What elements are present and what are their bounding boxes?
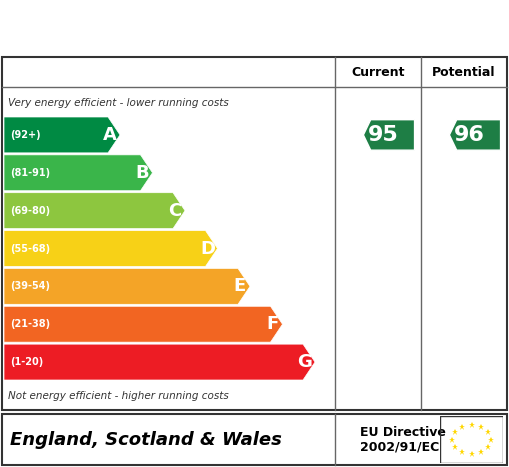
Polygon shape — [4, 344, 315, 380]
Text: A: A — [103, 126, 117, 144]
Text: (21-38): (21-38) — [10, 319, 50, 329]
Text: England, Scotland & Wales: England, Scotland & Wales — [10, 431, 282, 449]
Text: C: C — [168, 202, 182, 219]
Polygon shape — [4, 155, 153, 191]
Polygon shape — [363, 120, 414, 150]
Text: (1-20): (1-20) — [10, 357, 43, 367]
Text: (81-91): (81-91) — [10, 168, 50, 178]
Text: Not energy efficient - higher running costs: Not energy efficient - higher running co… — [8, 391, 229, 401]
Text: 2002/91/EC: 2002/91/EC — [360, 440, 439, 453]
Polygon shape — [4, 306, 282, 342]
Polygon shape — [4, 193, 185, 228]
Text: Potential: Potential — [432, 65, 496, 78]
Text: G: G — [298, 353, 313, 371]
Text: F: F — [266, 315, 278, 333]
Text: Energy Efficiency Rating: Energy Efficiency Rating — [10, 15, 356, 40]
Polygon shape — [4, 231, 217, 267]
Text: Very energy efficient - lower running costs: Very energy efficient - lower running co… — [8, 98, 229, 108]
Text: (92+): (92+) — [10, 130, 41, 140]
Text: EU Directive: EU Directive — [360, 425, 446, 439]
Text: 95: 95 — [368, 125, 399, 145]
Text: (39-54): (39-54) — [10, 281, 50, 291]
Polygon shape — [449, 120, 500, 150]
Text: E: E — [234, 277, 246, 295]
Text: D: D — [200, 240, 215, 257]
Text: 96: 96 — [454, 125, 485, 145]
Text: (69-80): (69-80) — [10, 205, 50, 216]
Polygon shape — [4, 269, 250, 304]
Text: (55-68): (55-68) — [10, 243, 50, 254]
Text: Current: Current — [351, 65, 405, 78]
Text: B: B — [136, 164, 149, 182]
Polygon shape — [4, 117, 120, 153]
